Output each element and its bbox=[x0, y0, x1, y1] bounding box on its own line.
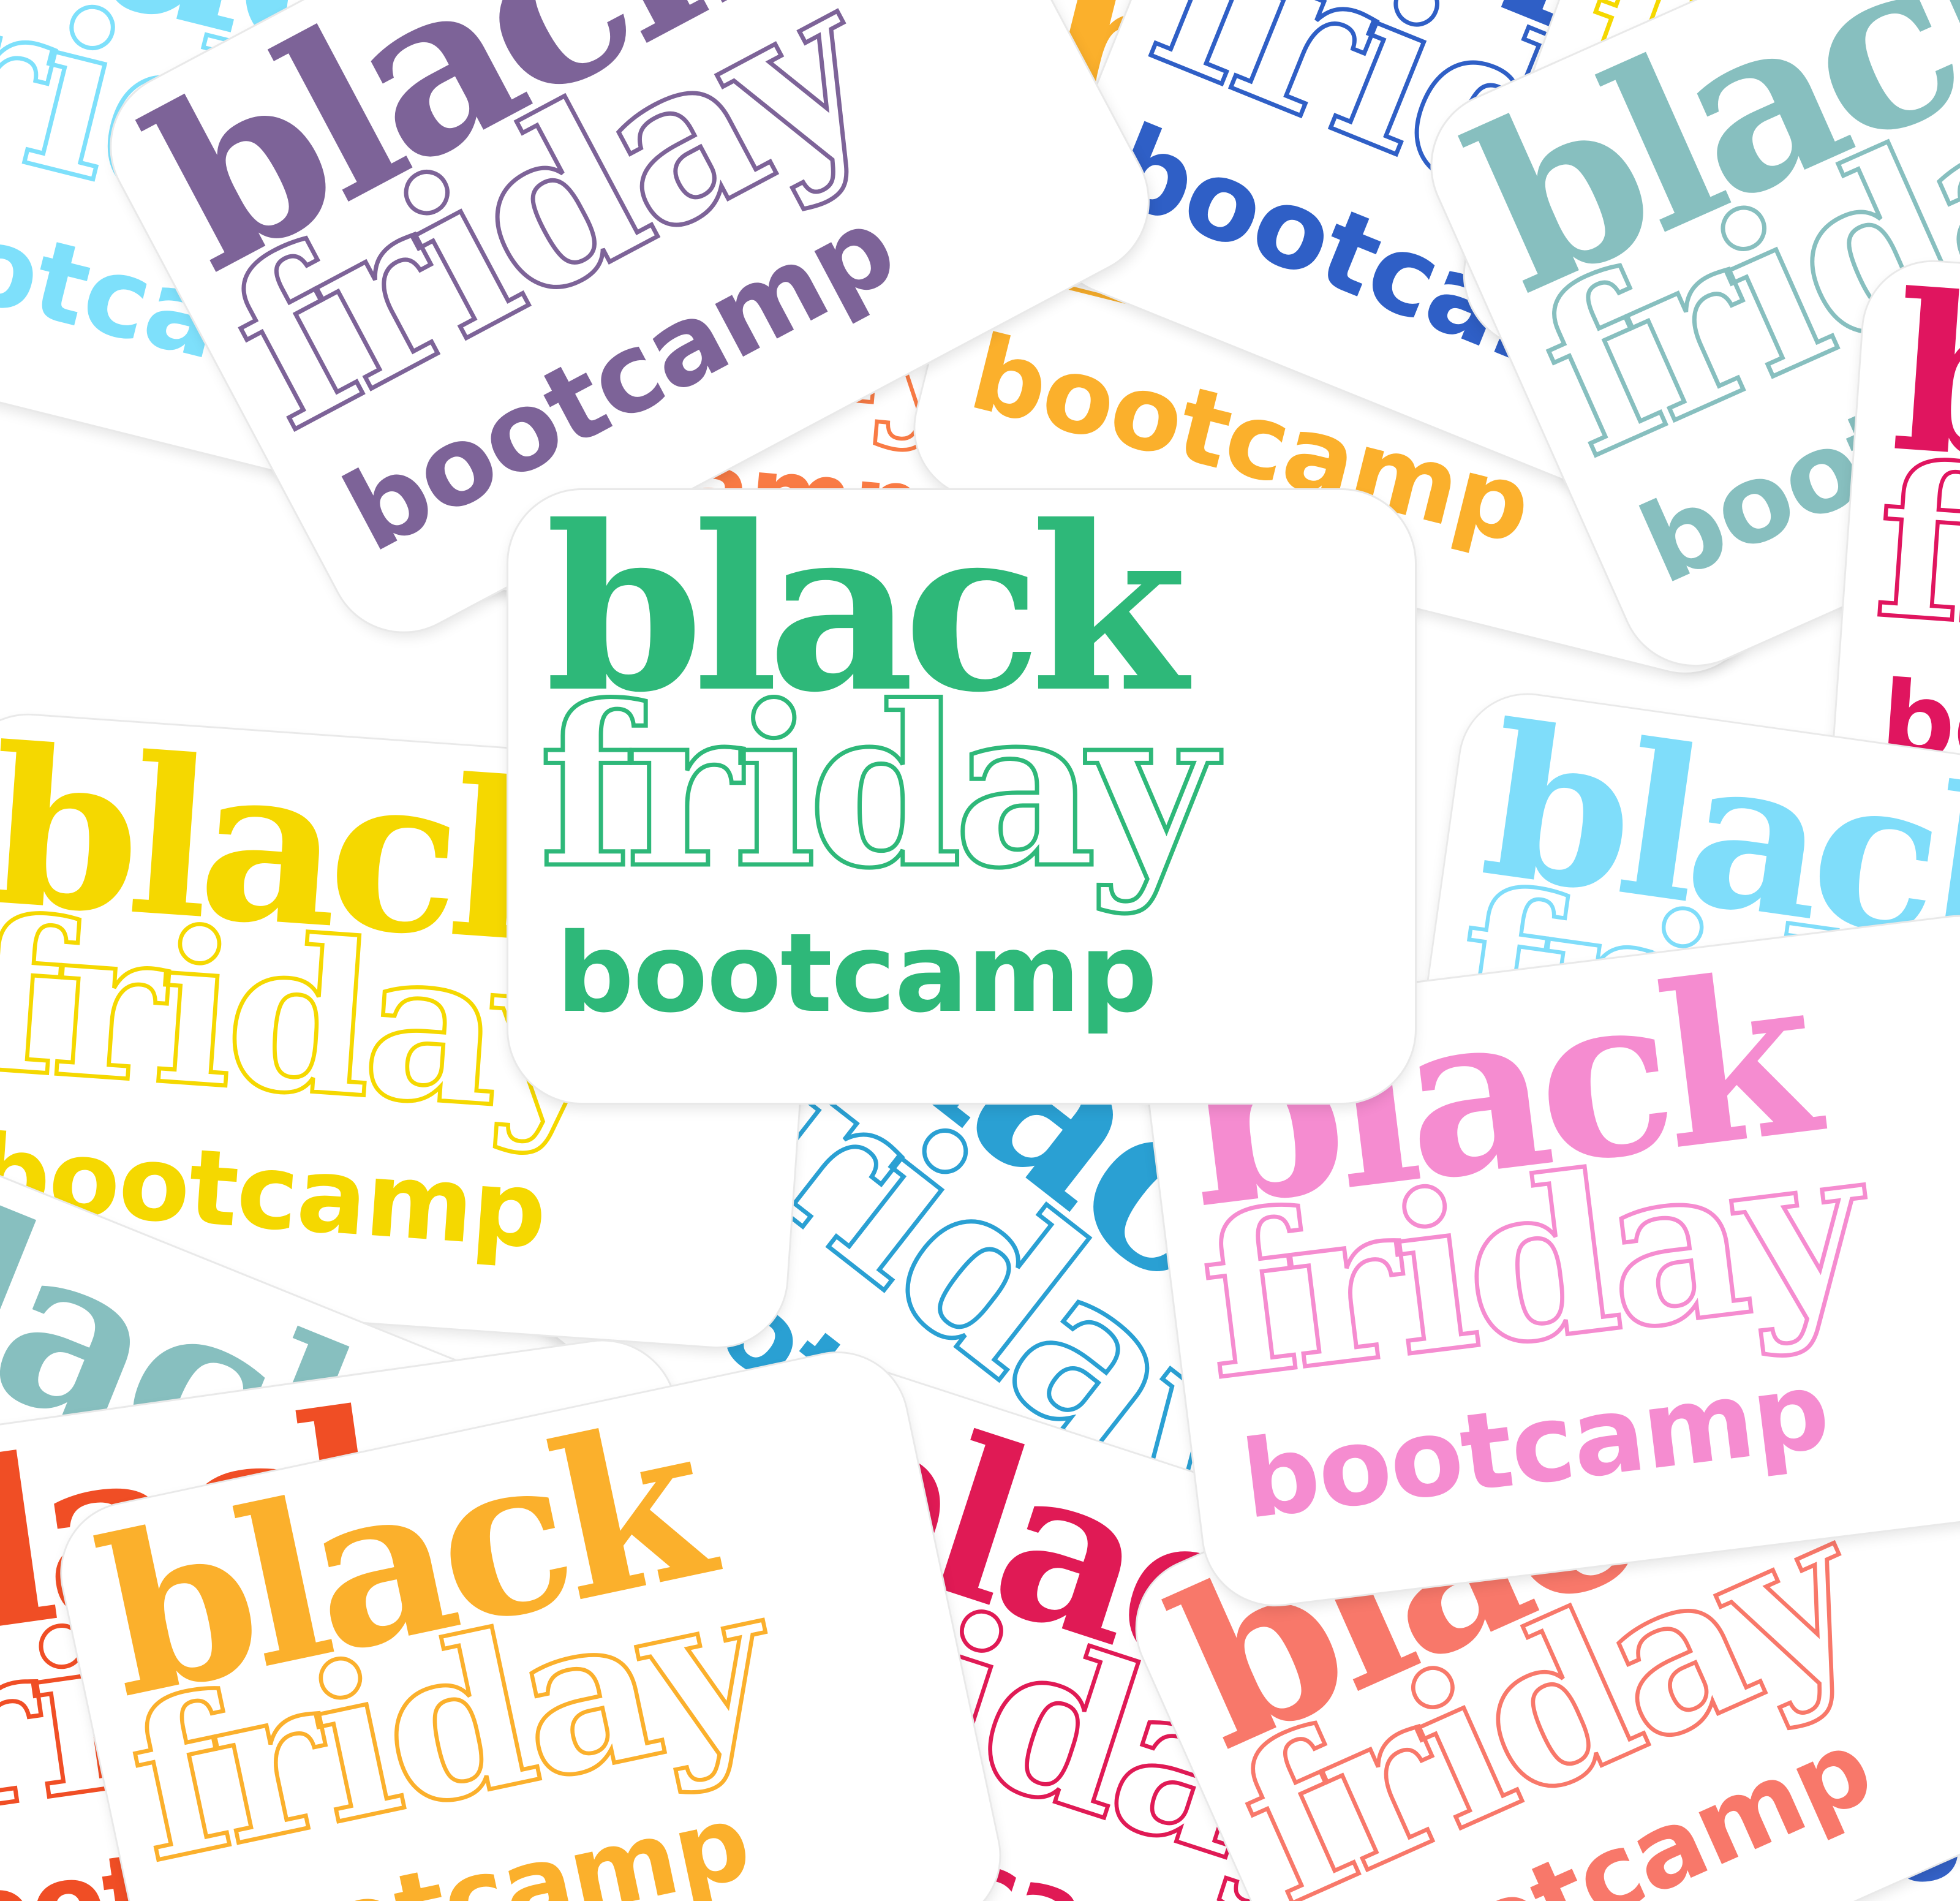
sticker-die-cut bbox=[508, 490, 1415, 1103]
sticker-word-black: black bbox=[545, 477, 1188, 743]
sticker-word-bootcamp: bootcamp bbox=[556, 910, 1158, 1037]
sticker-green-center: black friday bootcamp bbox=[508, 490, 1415, 1103]
sticker-word-friday-outline: friday bbox=[537, 657, 1218, 916]
sticker-word-friday-outline: friday bbox=[1867, 416, 1960, 710]
